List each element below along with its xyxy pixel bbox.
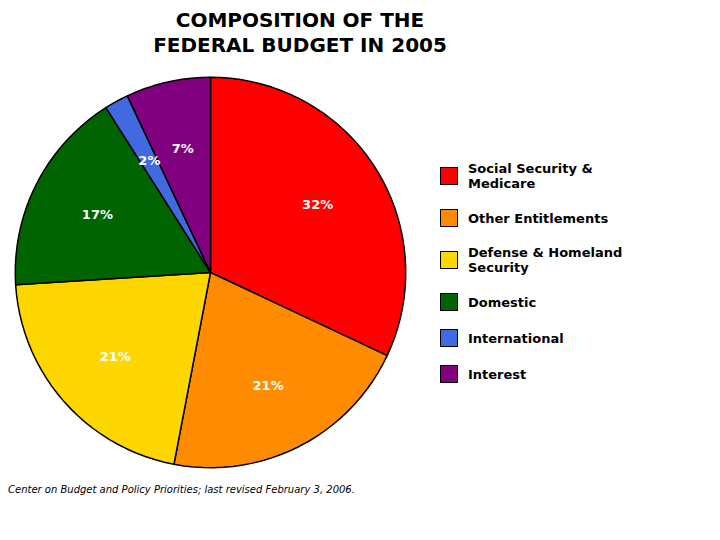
html-text:Domestic: Domestic	[468, 294, 537, 310]
html-text:Defense & Homeland Security: Defense & Homeland Security	[468, 245, 623, 275]
html-text:Social Security & Medicare: Social Security & Medicare	[468, 161, 593, 191]
svg-text:21%: 21%	[253, 378, 284, 393]
html-text:International: International	[468, 330, 564, 346]
svg-text:17%: 17%	[82, 207, 113, 222]
html-text:COMPOSITION OF THE FEDERAL BUD: COMPOSITION OF THE FEDERAL BUDGET IN 200…	[153, 8, 447, 57]
svg-text:32%: 32%	[302, 197, 333, 212]
html-text:Interest: Interest	[468, 366, 527, 382]
html-text:Center on Budget and Policy Pr: Center on Budget and Policy Priorities; …	[8, 484, 355, 495]
svg-text:7%: 7%	[172, 141, 194, 156]
html-text:Other Entitlements: Other Entitlements	[468, 210, 609, 226]
svg-text:21%: 21%	[100, 349, 131, 364]
svg-text:2%: 2%	[138, 153, 160, 168]
